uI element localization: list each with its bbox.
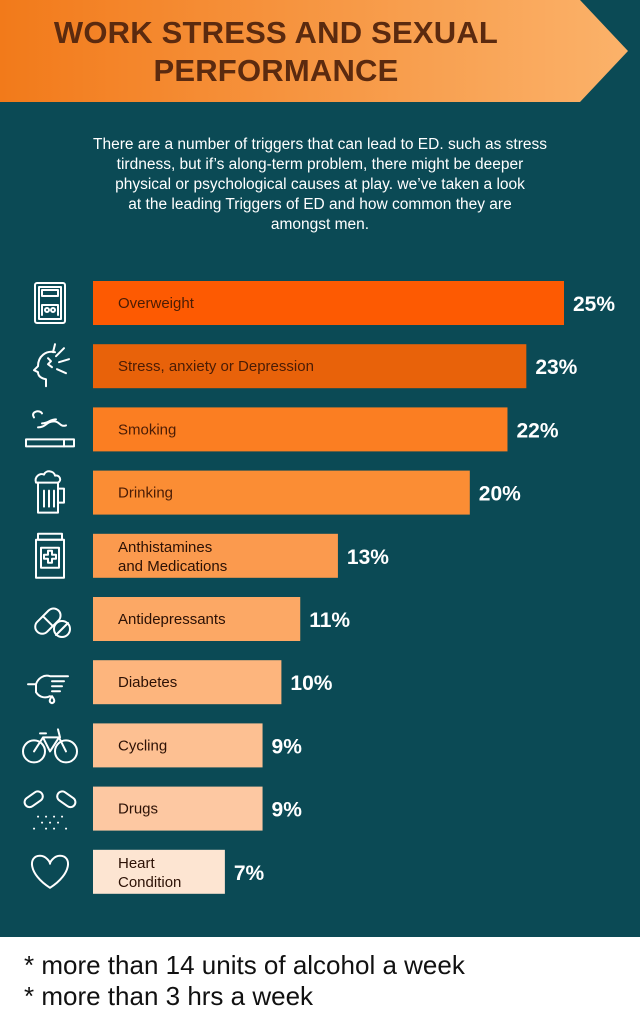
bar-7	[93, 660, 282, 705]
title-line-2: PERFORMANCE	[153, 53, 399, 88]
category-label-6: Antidepressants	[118, 611, 226, 628]
banner-arrow	[0, 0, 628, 102]
intro-line-5: amongst men.	[270, 216, 370, 233]
bar-8	[93, 723, 263, 768]
dark-panel	[0, 0, 640, 937]
category-label-10: Heart Condition	[118, 855, 181, 891]
category-label-2: Stress, anxiety or Depression	[118, 358, 314, 375]
finger-prick-icon	[27, 674, 69, 705]
category-label-7: Diabetes	[118, 674, 177, 691]
category-label-1: Overweight	[118, 295, 195, 312]
page-title: WORK STRESS AND SEXUAL PERFORMANCE	[16, 14, 536, 90]
value-label-3: 22%	[516, 419, 558, 442]
medicine-jar-icon	[35, 532, 65, 579]
value-label-5: 13%	[347, 546, 389, 569]
value-label-1: 25%	[573, 293, 615, 316]
intro-line-1: There are a number of triggers that can …	[92, 136, 548, 153]
intro-text: There are a number of triggers that can …	[50, 135, 590, 235]
category-label-9: Drugs	[118, 801, 158, 818]
bar-4	[93, 470, 470, 515]
value-label-7: 10%	[290, 672, 332, 695]
category-label-8: Cycling	[118, 737, 167, 754]
value-label-8: 9%	[272, 735, 303, 758]
bar-2	[93, 344, 527, 389]
title-banner	[0, 0, 628, 102]
footnote-cycling: * more than 3 hrs a week	[24, 981, 314, 1011]
bar-1	[93, 281, 564, 325]
category-label-5: Anthistamines and Medications	[118, 539, 227, 575]
value-label-9: 9%	[272, 799, 303, 822]
beer-mug-icon	[34, 470, 65, 514]
bar-9	[93, 786, 263, 831]
bar-6	[93, 597, 301, 641]
intro-line-4: at the leading Triggers of ED and how co…	[128, 196, 512, 213]
bar-3	[93, 407, 508, 452]
intro-line-3: physical or psychological causes at play…	[115, 176, 525, 193]
bar-chart: Overweight 25% Stress, anxiety or Depressi…	[22, 281, 615, 894]
drugs-icon	[23, 790, 77, 830]
intro-line-2: tirdness, but if’s along-term problem, t…	[116, 156, 524, 173]
title-line-1: WORK STRESS AND SEXUAL	[53, 15, 499, 50]
cigarette-icon	[25, 410, 75, 448]
value-label-2: 23%	[535, 356, 577, 379]
value-label-6: 11%	[309, 609, 350, 632]
stressed-head-icon	[33, 343, 70, 388]
footnote-alcohol: * more than 14 units of alcohol a week	[24, 950, 465, 980]
value-label-10: 7%	[234, 862, 265, 885]
pill-capsule-icon	[34, 607, 71, 638]
category-label-3: Smoking	[118, 421, 176, 438]
category-label-4: Drinking	[118, 485, 173, 502]
scale-icon	[34, 282, 66, 324]
bar-5	[93, 533, 338, 578]
heart-icon	[31, 854, 69, 889]
value-label-4: 20%	[479, 483, 521, 506]
bicycle-icon	[22, 728, 78, 764]
bar-10	[93, 849, 225, 894]
footnotes: * more than 14 units of alcohol a week *…	[24, 950, 624, 1012]
